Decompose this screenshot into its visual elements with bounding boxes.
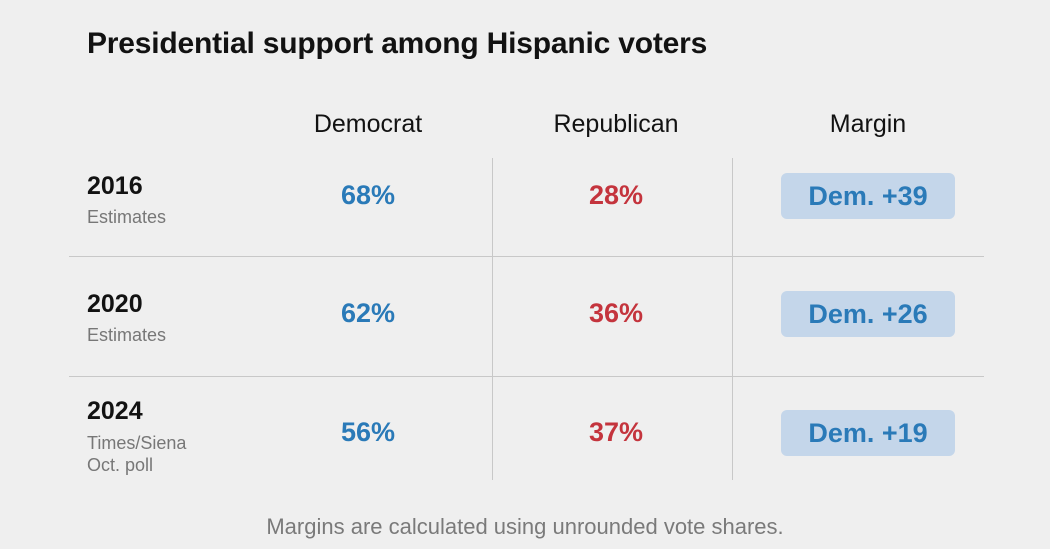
- democrat-value: 56%: [340, 417, 396, 447]
- table-row: 2016 Estimates 68% 28% Dem. +39: [0, 158, 1050, 276]
- row-source: Estimates: [87, 207, 167, 227]
- column-header-republican: Republican: [553, 110, 679, 138]
- democrat-value: 68%: [340, 180, 396, 210]
- row-divider-1: [69, 256, 984, 257]
- row-divider-2: [69, 376, 984, 377]
- table-row: 2024 Times/Siena Oct. poll 56% 37% Dem. …: [0, 396, 1050, 514]
- row-year: 2020: [87, 290, 143, 318]
- table-row: 2020 Estimates 62% 36% Dem. +26: [0, 277, 1050, 395]
- column-header-margin: Margin: [829, 110, 907, 138]
- column-divider-1: [492, 158, 493, 480]
- row-year: 2024: [87, 397, 143, 425]
- margin-badge: Dem. +39: [781, 173, 955, 219]
- row-source: Estimates: [87, 325, 167, 345]
- row-source: Times/Siena: [87, 433, 187, 453]
- column-header-democrat: Democrat: [313, 110, 423, 138]
- republican-value: 37%: [588, 417, 644, 447]
- democrat-value: 62%: [340, 298, 396, 328]
- column-divider-2: [732, 158, 733, 480]
- row-year: 2016: [87, 172, 143, 200]
- row-source: Oct. poll: [87, 455, 154, 475]
- margin-badge: Dem. +19: [781, 410, 955, 456]
- republican-value: 36%: [588, 298, 644, 328]
- republican-value: 28%: [588, 180, 644, 210]
- chart-title: Presidential support among Hispanic vote…: [87, 27, 708, 60]
- chart-note: Margins are calculated using unrounded v…: [266, 514, 784, 539]
- margin-badge: Dem. +26: [781, 291, 955, 337]
